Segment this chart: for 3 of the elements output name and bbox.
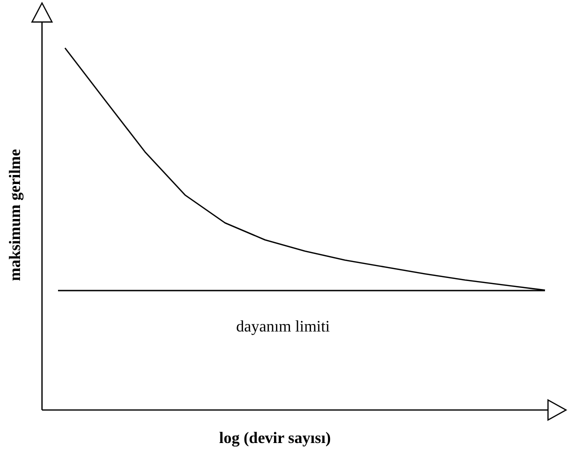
x-axis-title: log (devir sayısı)	[219, 430, 331, 447]
ref-line-label: dayanım limiti	[236, 318, 330, 336]
y-axis-title: maksimum gerilme	[7, 149, 24, 281]
